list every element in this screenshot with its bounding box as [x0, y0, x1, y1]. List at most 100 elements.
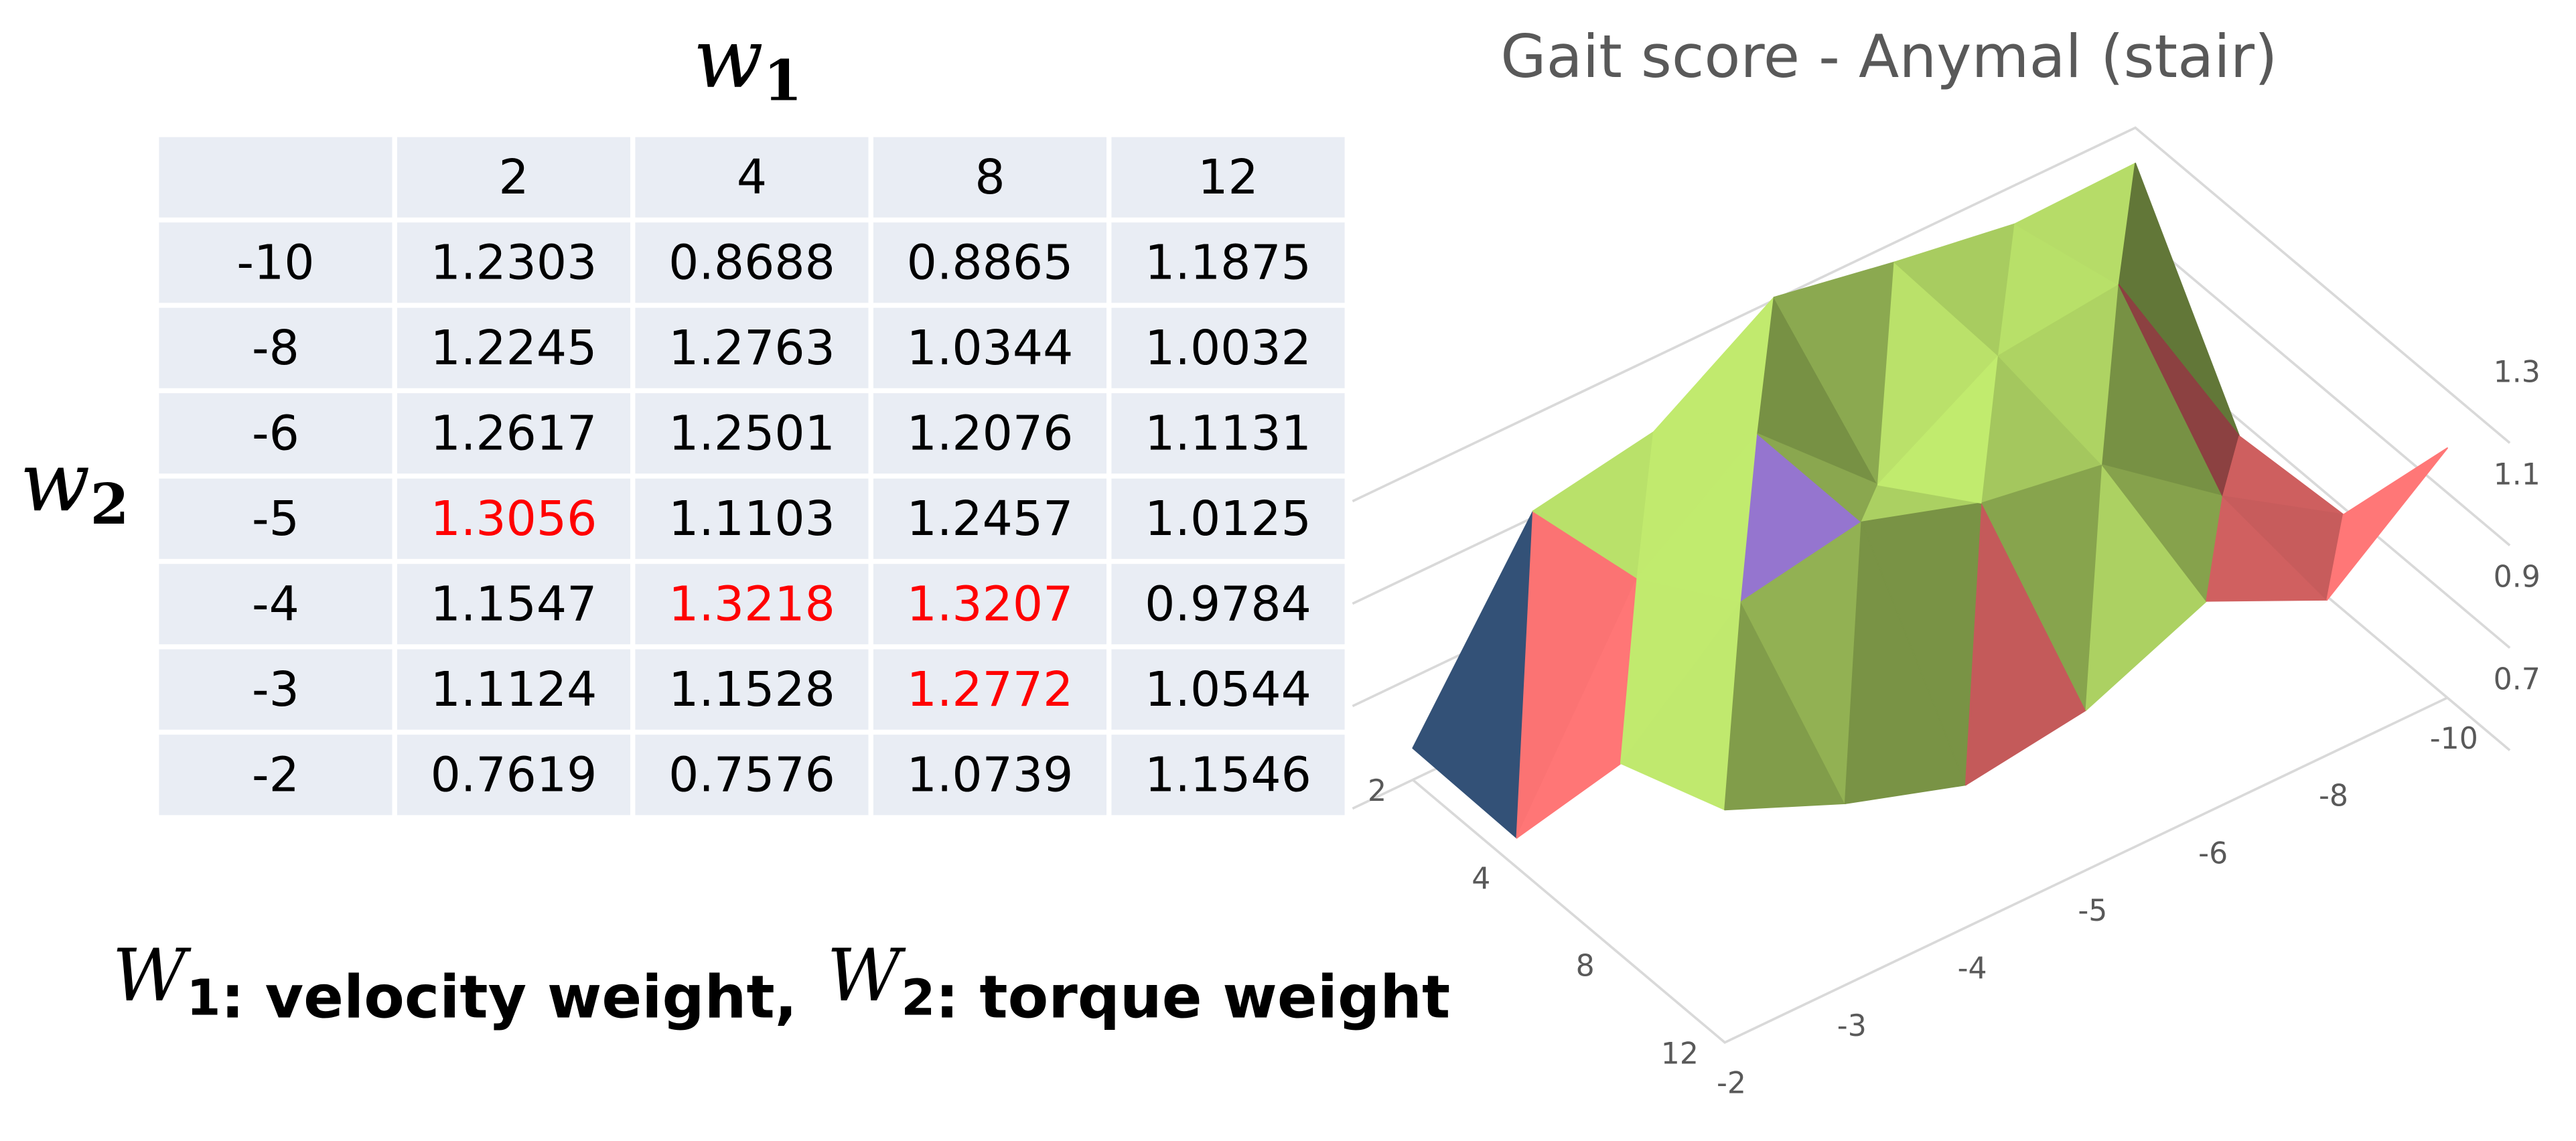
- table-cell: [630, 388, 873, 479]
- caption-text: : velocity weight,: [221, 963, 798, 1032]
- cell-value: 1.2763: [668, 320, 835, 376]
- cell-value: 0.9784: [1145, 577, 1311, 632]
- grid-line: [1352, 126, 2511, 503]
- surface-facet: [1412, 510, 1534, 839]
- cell-value: 1.2501: [668, 406, 835, 461]
- caption: W1: velocity weight, W2: torque weight: [113, 935, 1451, 1032]
- z-tick-label: 1.3: [2494, 356, 2541, 390]
- surface-facet: [1653, 297, 1775, 435]
- caption-text: : torque weight: [935, 963, 1450, 1032]
- table-cell: [1106, 388, 1350, 479]
- cell-value: 1.1547: [431, 577, 597, 632]
- table-cell: [154, 729, 397, 820]
- cell-value: 1.3207: [907, 577, 1074, 632]
- row-label: -3: [252, 662, 299, 717]
- table-cell: [392, 388, 636, 479]
- table-cell: [392, 217, 636, 308]
- x-tick-label: 4: [1472, 862, 1490, 896]
- table-cell: [392, 644, 636, 735]
- y-tick-label: -6: [2198, 836, 2228, 870]
- x-tick-label: 2: [1368, 774, 1386, 808]
- subscript: 1: [186, 970, 220, 1027]
- cell-value: 1.1546: [1145, 747, 1311, 803]
- table-cell: [1106, 729, 1350, 820]
- cell-value: 1.1528: [668, 662, 835, 717]
- table-cell: [868, 473, 1112, 564]
- cell-value: 1.1131: [1145, 406, 1311, 461]
- column-label: 2: [498, 149, 528, 205]
- subscript: 1: [764, 48, 802, 113]
- row-label: -4: [252, 577, 299, 632]
- row-label: -10: [236, 235, 314, 291]
- y-tick-label: -10: [2430, 722, 2478, 756]
- cell-value: 0.7619: [431, 747, 597, 803]
- column-label: 4: [737, 149, 767, 205]
- symbol: W: [827, 935, 906, 1018]
- y-tick-label: -3: [1837, 1009, 1867, 1043]
- table-cell: [392, 473, 636, 564]
- symbol: w: [20, 434, 90, 530]
- row-label: -2: [252, 747, 299, 803]
- table-cell: [868, 729, 1112, 820]
- cell-value: 1.1103: [668, 491, 835, 546]
- row-header: w2: [20, 434, 129, 537]
- cell-value: 1.3218: [668, 577, 835, 632]
- table-cell: [154, 303, 397, 394]
- x-tick-label: 12: [1661, 1037, 1699, 1071]
- cell-value: 1.2772: [907, 662, 1074, 717]
- y-tick-label: -2: [1717, 1067, 1746, 1101]
- subscript: 2: [901, 970, 935, 1027]
- table-cell: [1106, 473, 1350, 564]
- cell-value: 1.2457: [907, 491, 1074, 546]
- cell-value: 1.1875: [1145, 235, 1311, 291]
- y-tick-label: -8: [2319, 779, 2348, 814]
- table-cell: [630, 303, 873, 394]
- cell-value: 1.0125: [1145, 491, 1311, 546]
- cell-value: 1.0739: [907, 747, 1074, 803]
- table-cell: [630, 729, 873, 820]
- table-cell: [154, 132, 397, 223]
- cell-value: 1.2076: [907, 406, 1074, 461]
- z-tick-label: 0.9: [2494, 560, 2541, 595]
- y-tick-label: -4: [1958, 952, 1987, 986]
- row-label: -8: [252, 320, 299, 376]
- cell-value: 1.2245: [431, 320, 597, 376]
- table-cell: [1106, 132, 1350, 223]
- y-tick-label: -5: [2078, 894, 2107, 928]
- symbol: W: [113, 935, 192, 1018]
- table-cell: [392, 729, 636, 820]
- z-tick-label: 1.1: [2494, 458, 2541, 492]
- x-tick-label: 8: [1576, 949, 1595, 984]
- row-label: -5: [252, 491, 299, 546]
- table-cell: [1106, 558, 1350, 650]
- cell-value: 1.0544: [1145, 662, 1311, 717]
- row-label: -6: [252, 406, 299, 461]
- chart-title: Gait score - Anymal (stair): [1500, 22, 2277, 91]
- cell-value: 1.2303: [431, 235, 597, 291]
- table-cell: [154, 473, 397, 564]
- z-tick-label: 0.7: [2494, 662, 2541, 696]
- surface-facet: [2326, 447, 2448, 601]
- cell-value: 1.3056: [431, 491, 597, 546]
- column-header: w1: [693, 11, 802, 114]
- cell-value: 1.1124: [431, 662, 597, 717]
- table-cell: [868, 217, 1112, 308]
- table-cell: [630, 473, 873, 564]
- cell-value: 0.7576: [668, 747, 835, 803]
- column-label: 12: [1198, 149, 1258, 205]
- cell-value: 0.8865: [907, 235, 1074, 291]
- subscript: 2: [90, 471, 129, 537]
- symbol: w: [693, 11, 764, 106]
- cell-value: 1.2617: [431, 406, 597, 461]
- table-cell: [1106, 303, 1350, 394]
- column-label: 8: [975, 149, 1005, 205]
- cell-value: 1.0344: [907, 320, 1074, 376]
- chart: 0.7 0.9 1.1 1.3 2 4 8 12 -10 -8 -6 -5 -4 -3 -2: [1352, 126, 2541, 1101]
- table-cell: [630, 558, 873, 650]
- axis-line: [1412, 696, 2448, 1045]
- table: 2 4 8 12 -10 1.2303 0.8688 0.8865 1.1875 -8 1.2245…: [154, 132, 1350, 820]
- cell-value: 0.8688: [668, 235, 835, 291]
- cell-value: 1.0032: [1145, 320, 1311, 376]
